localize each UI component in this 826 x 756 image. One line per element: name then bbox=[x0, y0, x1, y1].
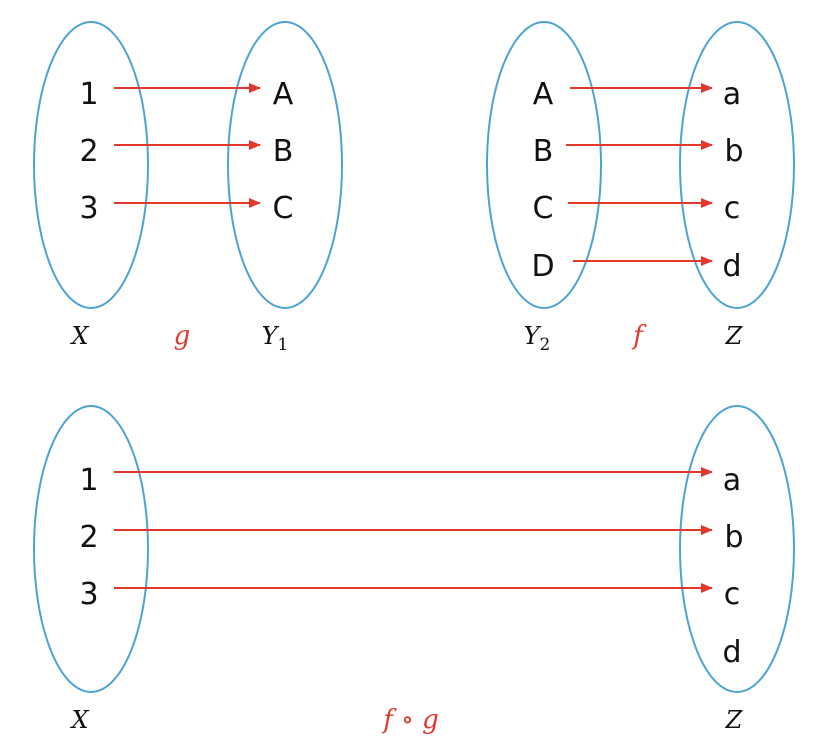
set-x-element-3: 3 bbox=[79, 191, 98, 226]
composite-set-z-oval bbox=[679, 405, 795, 693]
panel-composite: 1 2 3 a b c d X f ∘ g Z bbox=[33, 405, 795, 735]
composite-set-x-element-3: 3 bbox=[79, 577, 98, 612]
set-y1-label: Y1 bbox=[262, 322, 289, 355]
composite-set-z-element-d: d bbox=[722, 635, 741, 670]
set-y2-label-main: Y bbox=[524, 322, 542, 350]
set-z-element-c: c bbox=[724, 191, 741, 226]
function-f-label: f bbox=[631, 321, 647, 351]
panel-f: A B C D a b c d Y2 f Z bbox=[486, 21, 795, 355]
composite-set-x-label: X bbox=[69, 706, 89, 734]
set-y1-oval bbox=[227, 21, 343, 309]
set-y2-oval bbox=[486, 21, 602, 309]
composite-set-z-element-c: c bbox=[724, 577, 741, 612]
set-z-element-a: a bbox=[723, 77, 741, 112]
composite-set-z-label: Z bbox=[725, 706, 744, 734]
set-y1-label-subscript: 1 bbox=[278, 335, 289, 355]
set-y2-element-a: A bbox=[533, 77, 554, 112]
set-y2-element-d: D bbox=[531, 249, 554, 284]
composite-set-x-oval bbox=[33, 405, 149, 693]
composite-set-z-element-b: b bbox=[724, 520, 743, 555]
set-z-oval bbox=[679, 21, 795, 309]
function-f-compose-g-label: f ∘ g bbox=[381, 705, 439, 735]
set-x-element-1: 1 bbox=[79, 77, 98, 112]
set-y1-label-main: Y bbox=[262, 322, 280, 350]
set-y1-element-b: B bbox=[273, 134, 294, 169]
composite-set-x-element-2: 2 bbox=[79, 520, 98, 555]
set-y2-label-subscript: 2 bbox=[540, 335, 551, 355]
set-z-element-d: d bbox=[722, 249, 741, 284]
set-y2-label: Y2 bbox=[524, 322, 551, 355]
panel-g: 1 2 3 A B C X g Y1 bbox=[33, 21, 343, 355]
set-x-element-2: 2 bbox=[79, 134, 98, 169]
composite-set-z-element-a: a bbox=[723, 463, 741, 498]
set-x-label: X bbox=[69, 322, 89, 350]
set-z-element-b: b bbox=[724, 134, 743, 169]
set-y2-element-b: B bbox=[533, 134, 554, 169]
function-g-label: g bbox=[174, 321, 191, 351]
set-y2-element-c: C bbox=[533, 191, 554, 226]
set-z-label: Z bbox=[725, 322, 744, 350]
set-x-oval bbox=[33, 21, 149, 309]
set-y1-element-c: C bbox=[273, 191, 294, 226]
set-y1-element-a: A bbox=[273, 77, 294, 112]
composite-set-x-element-1: 1 bbox=[79, 463, 98, 498]
